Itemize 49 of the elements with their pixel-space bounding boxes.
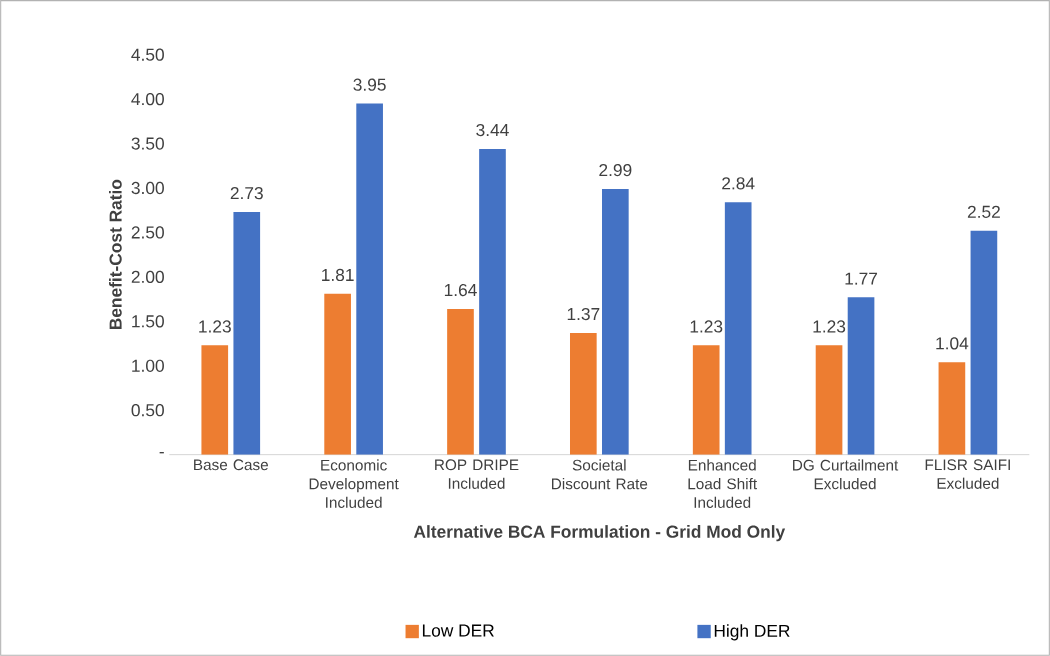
bar [479,148,506,455]
y-tick-label: 3.00 [131,181,164,195]
data-label: 2.84 [722,177,755,190]
y-tick-label: 1.00 [132,359,164,372]
bar [692,345,720,455]
x-tick-label: DG Curtailment Excluded [793,459,899,490]
bar [724,202,752,455]
data-label: 1.64 [444,283,477,297]
bar [847,297,875,455]
bar [447,308,474,455]
data-label: 1.23 [690,320,723,333]
data-label: 1.77 [845,272,878,285]
bar [233,212,261,455]
legend-label: Low DER [422,624,494,637]
bar [938,362,966,455]
bar [815,345,843,455]
x-tick-label: ROP DRIPE Included [435,459,519,489]
y-tick-label: 4.00 [131,92,164,106]
x-tick-label: Enhanced Load Shift Included [688,459,757,508]
y-tick-label: 1.50 [132,315,164,328]
y-tick-label: 3.50 [131,137,164,150]
x-tick-label: Economic Development Included [309,459,399,508]
y-tick-label: 2.50 [131,226,164,239]
legend-label: High DER [714,624,790,641]
y-axis-title: Benefit-Cost Ratio [109,179,122,330]
data-label: 2.73 [230,187,263,200]
data-label: 1.37 [567,307,600,321]
x-tick-label: Societal Discount Rate [552,459,648,490]
data-label: 3.44 [476,123,509,137]
data-label: 1.81 [322,268,354,282]
x-axis-title: Alternative BCA Formulation - Grid Mod Only [413,525,786,542]
data-label: 2.52 [967,205,1000,218]
bar [324,293,351,455]
y-tick-label: 4.50 [131,48,164,61]
bar [356,103,383,455]
data-label: 1.23 [813,320,846,333]
data-label: 1.04 [936,337,969,350]
bar [570,332,597,455]
data-label: 1.23 [199,320,231,333]
bar [970,230,998,455]
data-label: 2.99 [599,163,632,177]
bar [201,345,229,455]
data-label: 3.95 [353,78,386,91]
x-tick-label: Base Case [194,459,268,471]
x-tick-label: FLISR SAIFI Excluded [925,459,1010,489]
bar [602,188,629,455]
y-tick-label: - [159,452,164,454]
y-tick-label: 0.50 [131,404,164,417]
y-tick-label: 2.00 [131,270,164,284]
